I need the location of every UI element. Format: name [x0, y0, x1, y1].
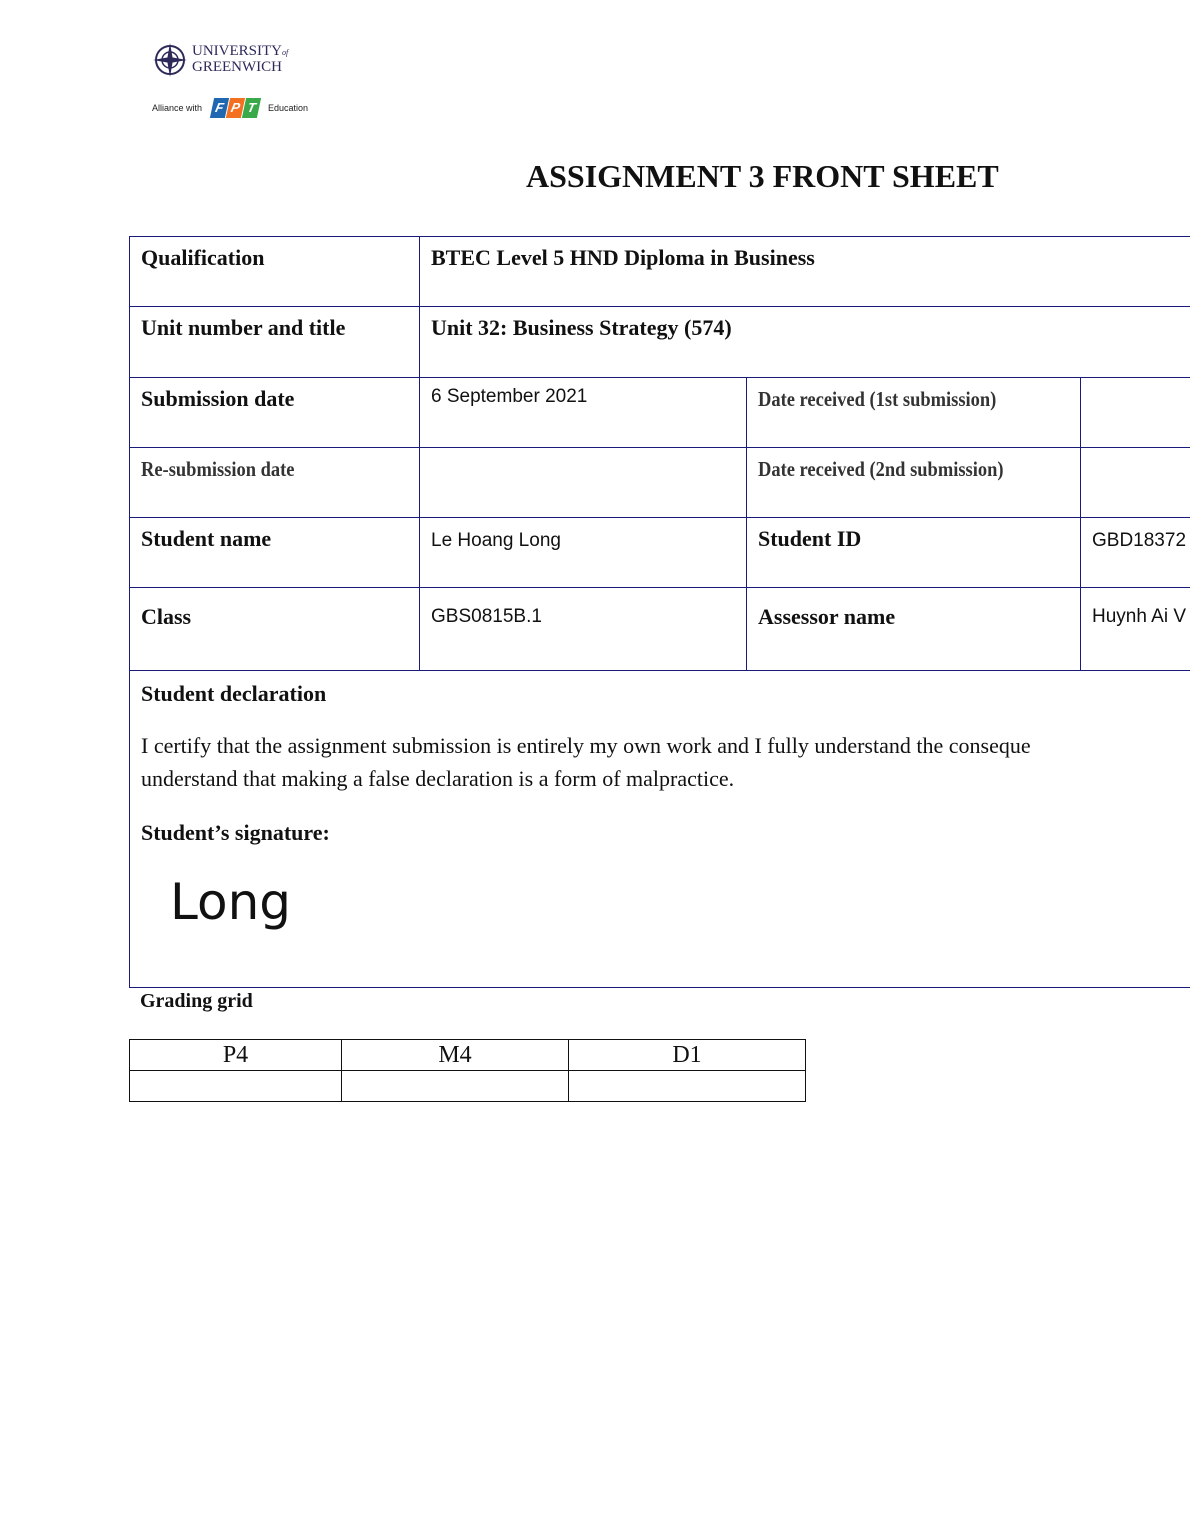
date-received-2-value	[1080, 447, 1190, 518]
student-name-value: Le Hoang Long	[419, 517, 747, 588]
unit-label: Unit number and title	[129, 306, 420, 378]
student-id-value: GBD18372	[1080, 517, 1190, 588]
assessor-label: Assessor name	[746, 587, 1081, 671]
declaration-line-1: I certify that the assignment submission…	[141, 733, 1031, 758]
grade-header-d1: D1	[568, 1039, 806, 1071]
student-name-label: Student name	[129, 517, 420, 588]
grading-grid: P4 M4 D1	[129, 1039, 806, 1102]
date-received-1-label: Date received (1st submission)	[746, 377, 1081, 448]
assessor-value: Huynh Ai V	[1080, 587, 1190, 671]
submission-date-value: 6 September 2021	[419, 377, 747, 448]
submission-date-label: Submission date	[129, 377, 420, 448]
compass-icon	[153, 43, 187, 77]
class-value: GBS0815B.1	[419, 587, 747, 671]
date-received-2-label: Date received (2nd submission)	[746, 447, 1081, 518]
page-title: ASSIGNMENT 3 FRONT SHEET	[526, 158, 999, 194]
education-text: Education	[268, 103, 309, 113]
grade-header-p4: P4	[129, 1039, 342, 1071]
declaration-line-2: understand that making a false declarati…	[141, 766, 735, 791]
grading-grid-heading: Grading grid	[140, 990, 253, 1012]
resubmission-date-label: Re-submission date	[129, 447, 420, 518]
signature-label: Student’s signature:	[141, 820, 330, 845]
student-id-label: Student ID	[746, 517, 1081, 588]
unit-value: Unit 32: Business Strategy (574)	[419, 306, 1190, 378]
grade-value-m4	[341, 1070, 569, 1102]
student-declaration: Student declaration I certify that the a…	[129, 670, 1190, 988]
grade-value-p4	[129, 1070, 342, 1102]
class-label: Class	[129, 587, 420, 671]
resubmission-date-value	[419, 447, 747, 518]
qualification-label: Qualification	[129, 236, 420, 307]
student-signature: Long	[170, 873, 291, 931]
qualification-value: BTEC Level 5 HND Diploma in Business	[419, 236, 1190, 307]
declaration-heading: Student declaration	[141, 681, 327, 706]
grade-value-d1	[568, 1070, 806, 1102]
grade-header-m4: M4	[341, 1039, 569, 1071]
university-name: UNIVERSITYof GREENWICH	[192, 43, 289, 75]
date-received-1-value	[1080, 377, 1190, 448]
alliance-text: Alliance with	[152, 103, 203, 113]
